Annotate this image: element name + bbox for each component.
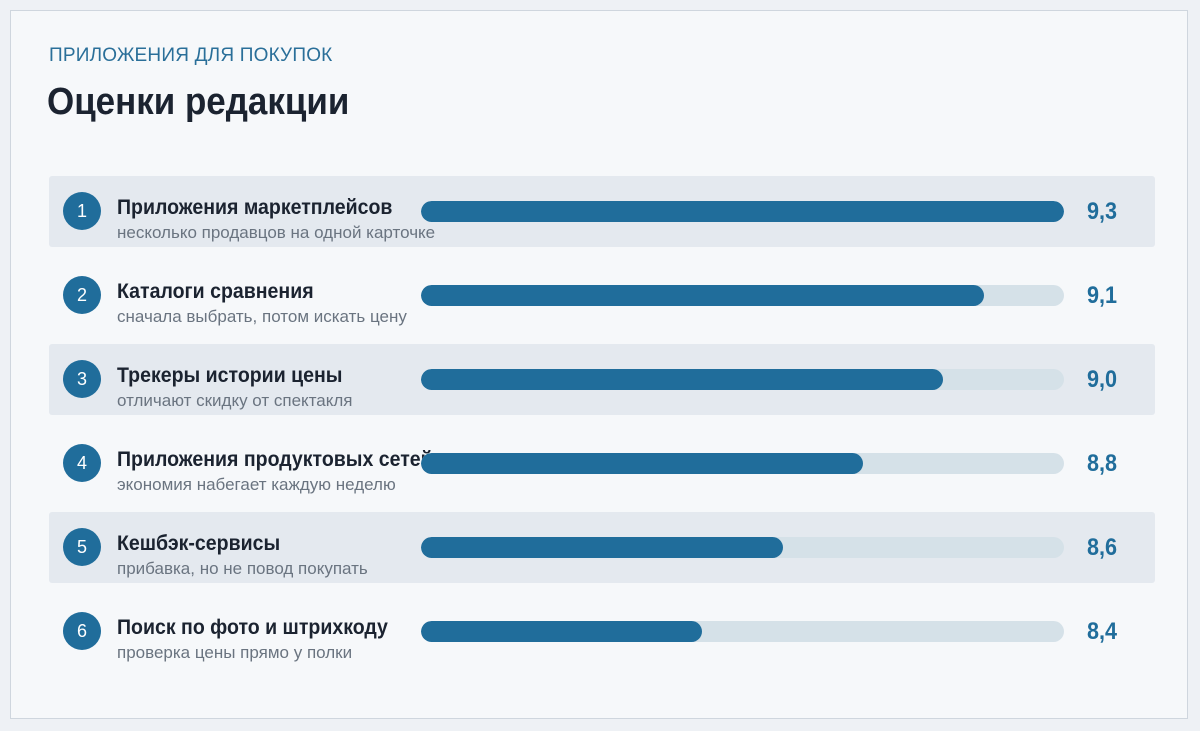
rating-row: 3 Трекеры истории цены отличают скидку о… — [49, 344, 1155, 415]
rank-badge: 1 — [63, 192, 101, 230]
category-note: несколько продавцов на одной карточке — [117, 223, 436, 242]
value-label: 8,6 — [1087, 534, 1118, 561]
bar-fill — [421, 621, 703, 642]
ratings-card: ПРИЛОЖЕНИЯ ДЛЯ ПОКУПОК Оценки редакции 1… — [10, 10, 1188, 719]
bar-track — [421, 285, 1064, 306]
rank-badge: 2 — [63, 276, 101, 314]
rating-row: 4 Приложения продуктовых сетей экономия … — [49, 428, 1155, 499]
bar-fill — [421, 453, 864, 474]
value-label: 9,3 — [1087, 198, 1118, 225]
category-name: Каталоги сравнения — [117, 280, 314, 303]
category-eyebrow: ПРИЛОЖЕНИЯ ДЛЯ ПОКУПОК — [49, 45, 333, 66]
bar-fill — [421, 537, 783, 558]
category-name: Поиск по фото и штрихкоду — [117, 616, 388, 639]
rating-row: 1 Приложения маркетплейсов несколько про… — [49, 176, 1155, 247]
value-label: 8,4 — [1087, 618, 1118, 645]
rank-badge: 5 — [63, 528, 101, 566]
bar-track — [421, 621, 1064, 642]
rating-row: 5 Кешбэк-сервисы прибавка, но не повод п… — [49, 512, 1155, 583]
bar-track — [421, 537, 1064, 558]
rank-badge: 6 — [63, 612, 101, 650]
category-note: отличают скидку от спектакля — [117, 391, 353, 410]
value-label: 9,1 — [1087, 282, 1118, 309]
rank-badge: 3 — [63, 360, 101, 398]
bar-fill — [421, 285, 984, 306]
category-name: Приложения маркетплейсов — [117, 196, 393, 219]
rating-row: 2 Каталоги сравнения сначала выбрать, по… — [49, 260, 1155, 331]
value-label: 9,0 — [1087, 366, 1118, 393]
ratings-chart: 1 Приложения маркетплейсов несколько про… — [49, 176, 1155, 680]
bar-track — [421, 201, 1064, 222]
bar-fill — [421, 369, 944, 390]
category-note: проверка цены прямо у полки — [117, 643, 353, 662]
rating-row: 6 Поиск по фото и штрихкоду проверка цен… — [49, 596, 1155, 667]
category-name: Приложения продуктовых сетей — [117, 448, 433, 471]
bar-fill — [421, 201, 1064, 222]
rank-badge: 4 — [63, 444, 101, 482]
category-note: прибавка, но не повод покупать — [117, 559, 368, 578]
bar-track — [421, 453, 1064, 474]
category-note: экономия набегает каждую неделю — [117, 475, 396, 494]
category-note: сначала выбрать, потом искать цену — [117, 307, 407, 326]
category-name: Кешбэк-сервисы — [117, 532, 281, 555]
bar-track — [421, 369, 1064, 390]
page-title: Оценки редакции — [47, 81, 350, 123]
category-name: Трекеры истории цены — [117, 364, 343, 387]
value-label: 8,8 — [1087, 450, 1118, 477]
